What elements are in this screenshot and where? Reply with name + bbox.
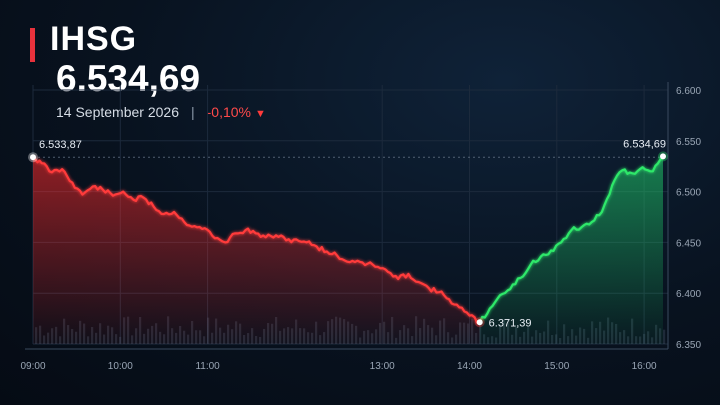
x-tick-label: 11:00	[195, 361, 220, 372]
change-percent: -0,10%	[206, 104, 251, 120]
point-marker	[476, 319, 483, 326]
x-tick-label: 09:00	[20, 361, 45, 372]
x-tick-label: 10:00	[108, 361, 133, 372]
recovery-area	[479, 156, 663, 344]
x-tick-label: 16:00	[632, 361, 657, 372]
current-price: 6.534,69	[56, 58, 201, 99]
separator: |	[190, 104, 195, 120]
y-tick-label: 6.350	[676, 340, 701, 351]
area-fills	[33, 156, 663, 344]
point-marker	[30, 154, 36, 161]
x-tick-label: 14:00	[457, 361, 482, 372]
x-tick-label: 13:00	[370, 361, 395, 372]
ticker-title: IHSG	[50, 20, 138, 58]
date-change-line: 14 September 2026 | -0,10% ▼	[56, 104, 266, 120]
x-tick-label: 15:00	[544, 361, 569, 372]
y-tick-label: 6.600	[676, 86, 701, 97]
point-marker	[660, 153, 666, 160]
down-arrow-icon: ▼	[254, 108, 266, 120]
point-label: 6.533,87	[39, 139, 82, 151]
axes: 6.600 6.550 6.500 6.450 6.400 6.350 09:00 10:00…	[20, 82, 701, 372]
price-lines	[32, 155, 664, 324]
recovery-line	[478, 155, 664, 323]
point-label: 6.371,39	[489, 317, 532, 329]
y-tick-label: 6.500	[676, 188, 701, 199]
volume-bar	[663, 329, 666, 344]
decline-area	[33, 157, 480, 344]
y-tick-label: 6.400	[676, 289, 701, 300]
ticker-accent-bar	[30, 28, 35, 62]
date-label: 14 September 2026	[56, 104, 179, 120]
decline-line	[32, 156, 480, 324]
point-label: 6.534,69	[623, 138, 666, 150]
y-tick-label: 6.550	[676, 137, 701, 148]
y-tick-label: 6.450	[676, 238, 701, 249]
markers: 6.533,87 6.371,39 6.534,69	[28, 138, 668, 329]
